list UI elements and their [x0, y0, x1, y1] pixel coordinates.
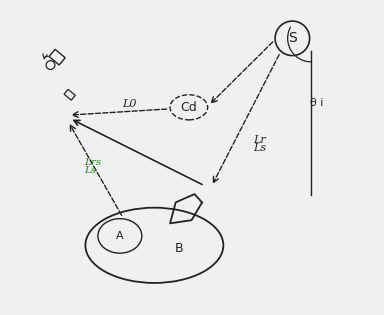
Text: A: A [116, 231, 124, 241]
Text: Ls: Ls [84, 166, 96, 175]
Text: S: S [288, 31, 297, 45]
Text: L0: L0 [122, 99, 137, 109]
Text: Lrs: Lrs [84, 158, 101, 167]
Text: B: B [175, 242, 184, 255]
Text: θ i: θ i [310, 98, 323, 108]
Text: Lr: Lr [253, 135, 266, 146]
Text: Ls: Ls [253, 143, 266, 153]
Text: Cd: Cd [180, 101, 197, 114]
